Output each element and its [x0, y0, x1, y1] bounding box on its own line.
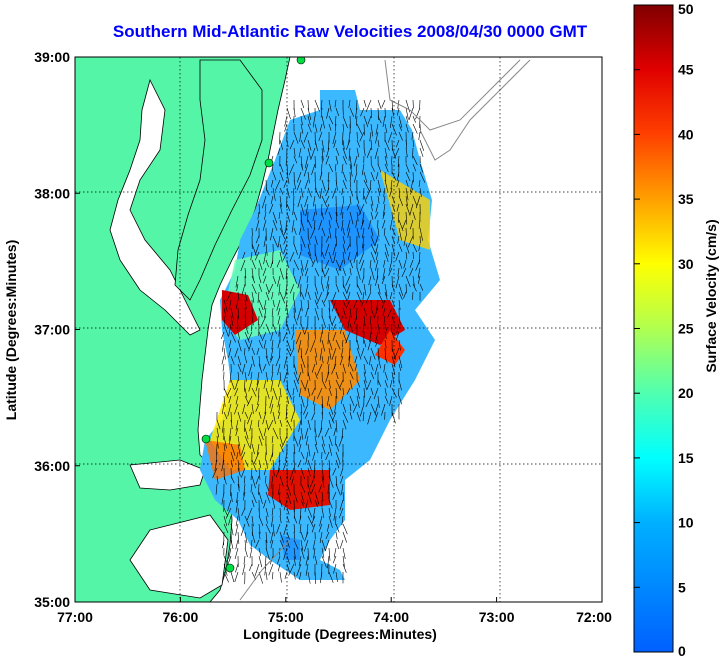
radar-station-marker: [225, 563, 235, 573]
chesapeake-bay: [109, 78, 201, 336]
y-axis-label: Latitude (Degrees:Minutes): [3, 240, 19, 420]
x-tick-label: 77:00: [57, 609, 93, 625]
x-tick-label: 73:00: [479, 609, 515, 625]
radar-station-marker: [264, 158, 274, 168]
isobath-line: [239, 539, 291, 601]
colorbar-tick-label: 25: [678, 321, 694, 337]
colorbar-tick-label: 45: [678, 62, 694, 78]
y-tick-label: 35:00: [34, 594, 70, 610]
y-tick-label: 38:00: [34, 185, 70, 201]
x-tick-label: 76:00: [162, 609, 198, 625]
delmarva-peninsula: [174, 59, 263, 301]
x-axis: 77:00 76:00 75:00 74:00 73:00 72:00: [57, 597, 612, 625]
colorbar-tick-label: 5: [678, 579, 686, 595]
radar-station-marker: [201, 434, 211, 444]
y-tick-label: 36:00: [34, 458, 70, 474]
isobath-line: [384, 59, 521, 131]
radar-station-marker: [296, 57, 306, 65]
y-axis: 39:00 38:00 37:00 36:00 35:00: [34, 49, 80, 610]
albemarle-sound: [129, 459, 206, 491]
isobath-line: [419, 59, 531, 161]
x-axis-label: Longitude (Degrees:Minutes): [243, 626, 437, 642]
colorbar-tick-label: 15: [678, 450, 694, 466]
colorbar: [633, 4, 674, 653]
colorbar-tick-label: 0: [678, 643, 686, 659]
colorbar-tick-label: 10: [678, 515, 694, 531]
x-tick-label: 75:00: [268, 609, 304, 625]
grid: [75, 57, 602, 602]
colorbar-tick-label: 50: [678, 1, 694, 17]
x-tick-label: 72:00: [576, 609, 612, 625]
y-tick-label: 39:00: [34, 49, 70, 65]
colorbar-tick-label: 30: [678, 256, 694, 272]
y-tick-label: 37:00: [34, 322, 70, 338]
pamlico-sound: [129, 514, 229, 599]
colorbar-ticks: 0 5 10 15 20 25 30 35 40 45 50: [634, 1, 694, 659]
colorbar-tick-label: 40: [678, 126, 694, 142]
colorbar-label: Surface Velocity (cm/s): [703, 219, 719, 372]
x-tick-label: 74:00: [373, 609, 409, 625]
colorbar-tick-label: 20: [678, 385, 694, 401]
map-title: Southern Mid-Atlantic Raw Velocities 200…: [112, 22, 588, 41]
colorbar-tick-label: 35: [678, 191, 694, 207]
